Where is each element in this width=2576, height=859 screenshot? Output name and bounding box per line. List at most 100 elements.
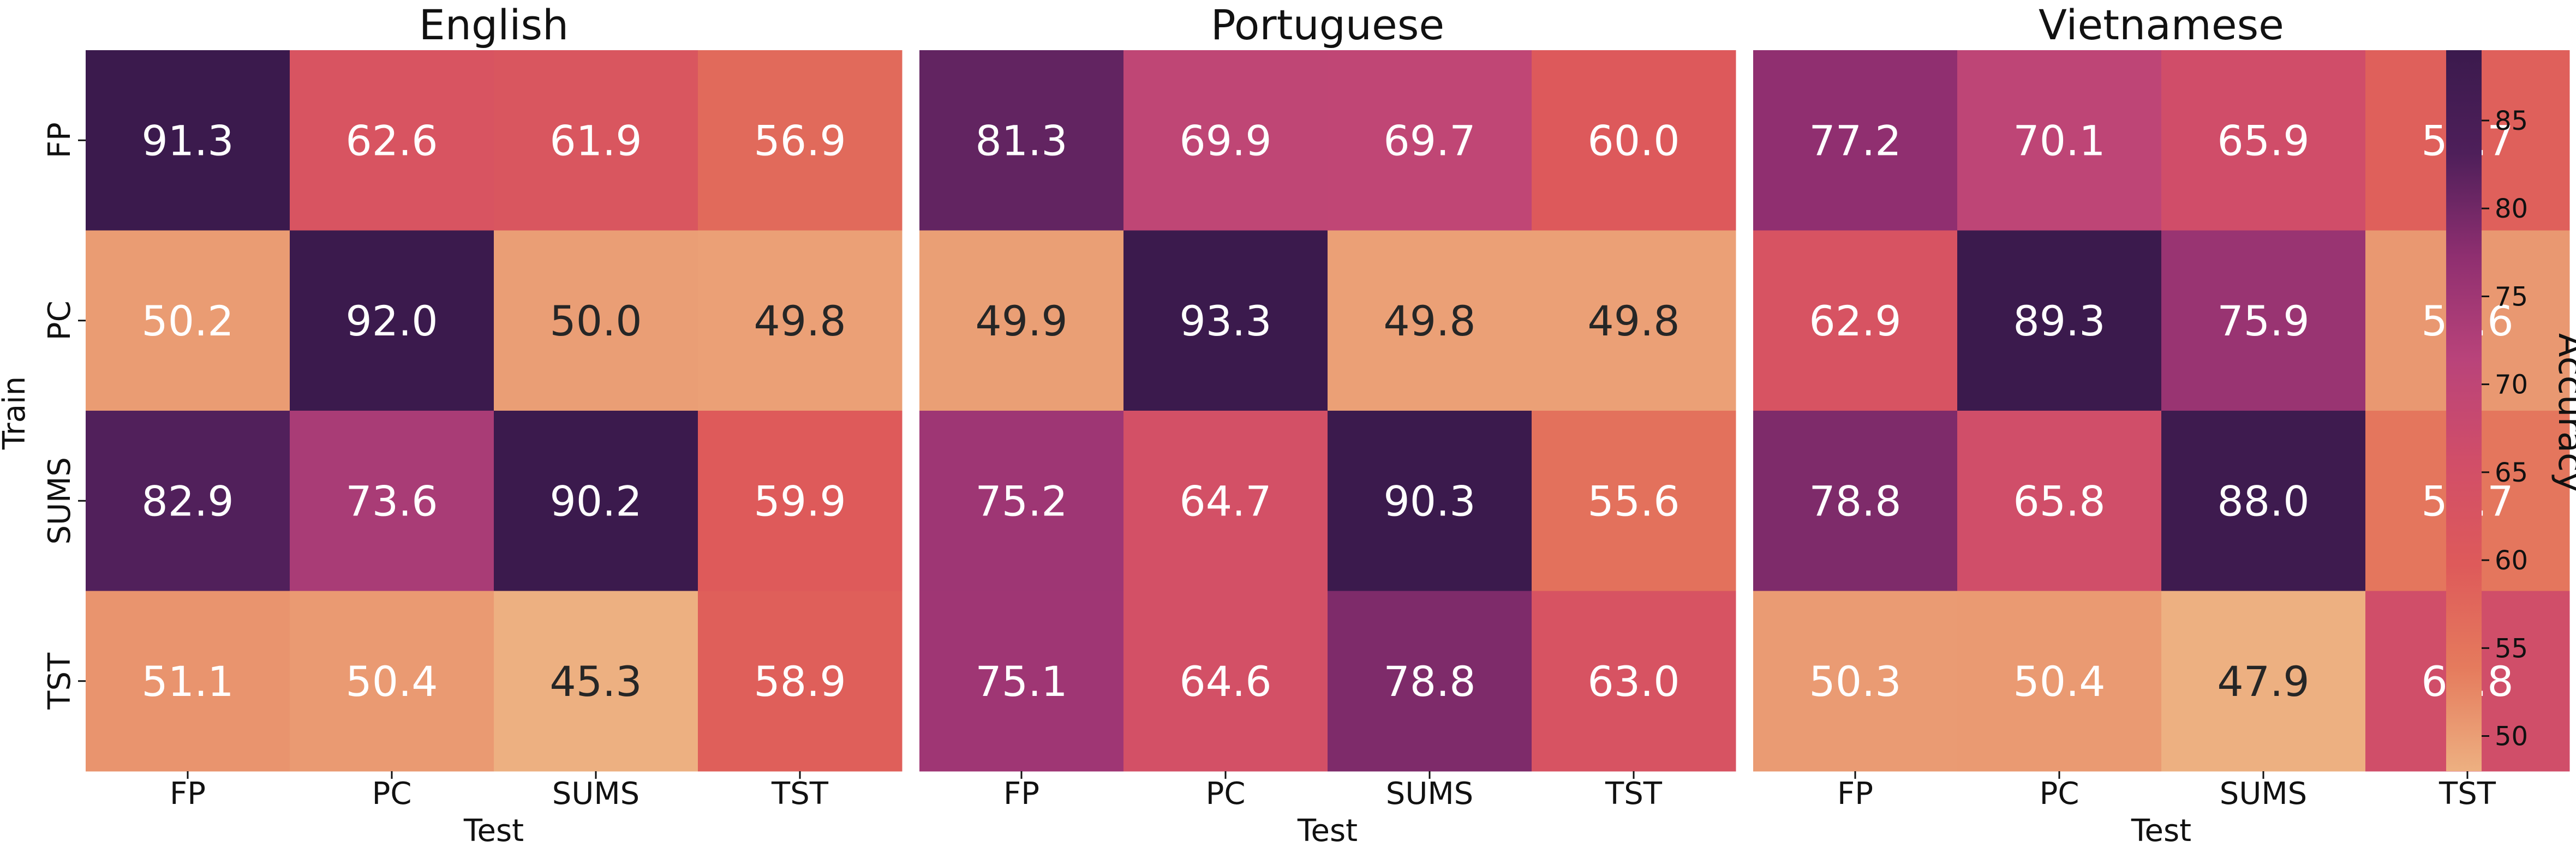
heatmap-cell [919,50,1124,231]
x-tick-label: TST [1605,776,1663,812]
cell-value-label: 59.9 [754,477,846,525]
cell-value-label: 89.3 [2013,297,2105,345]
x-axis-label: Test [1297,813,1358,849]
x-tick-label: SUMS [2220,776,2307,812]
x-tick-label: PC [2040,776,2079,812]
cell-value-label: 92.0 [345,297,438,345]
y-tick-label: TST [42,652,77,710]
heatmap-panels: English 91.3 62.6 61.9 56.9 50.2 92.0 50.0 49.8 8… [86,1,2570,849]
x-tick-label: TST [2438,776,2496,812]
colorbar-tick-label: 75 [2495,281,2528,312]
cell-value-label: 65.8 [2013,477,2105,525]
colorbar-ticks: 50 55 60 65 70 75 80 85 [2482,106,2528,752]
colorbar-tick-label: 55 [2495,633,2528,664]
heatmap-cell [1123,230,1328,411]
cell-value-label: 47.9 [2217,657,2309,706]
heatmap-cell [698,50,903,231]
colorbar-tick-label: 65 [2495,458,2528,488]
cell-value-label: 81.3 [975,116,1067,165]
colorbar: 50 55 60 65 70 75 80 85 Accuracy [2446,50,2576,771]
y-axis: Train FP PC SUMS TST [0,122,86,710]
heatmap-cell [1957,50,2162,231]
heatmap-cell [1532,50,1736,231]
heatmap-cell [494,411,698,591]
colorbar-tick-label: 85 [2495,106,2528,136]
cell-value-label: 91.3 [141,116,234,165]
x-tick-label: PC [372,776,412,812]
cell-value-label: 64.6 [1179,657,1271,706]
heatmap-cell [290,591,494,772]
cell-value-label: 50.4 [2013,657,2105,706]
y-tick-label: FP [42,122,77,158]
heatmap-cell [86,50,290,231]
heatmap-panel-english: English 91.3 62.6 61.9 56.9 50.2 92.0 50.0 49.8 8… [86,1,903,849]
x-tick-label: PC [1206,776,1246,812]
cell-value-label: 69.9 [1179,116,1271,165]
cell-value-label: 90.3 [1383,477,1475,525]
heatmap-cell [1328,411,1532,591]
heatmap-cell [1328,230,1532,411]
heatmap-cell [290,230,494,411]
heatmap-cell [698,591,903,772]
heatmap-cell [1328,591,1532,772]
heatmap-cell [290,411,494,591]
heatmap-cell [1123,591,1328,772]
cell-value-label: 64.7 [1179,477,1271,525]
x-tick-label: FP [1837,776,1873,812]
cell-value-label: 50.2 [141,297,234,345]
cell-value-label: 75.2 [975,477,1067,525]
cell-value-label: 77.2 [1809,116,1901,165]
cell-value-label: 50.3 [1809,657,1901,706]
x-axis-label: Test [2131,813,2191,849]
cell-value-label: 88.0 [2217,477,2309,525]
cell-value-label: 50.4 [345,657,438,706]
cell-value-label: 93.3 [1179,297,1271,345]
heatmap-cell [1328,50,1532,231]
heatmap-cell [86,411,290,591]
heatmap-cell [1957,230,2162,411]
colorbar-tick-label: 60 [2495,545,2528,576]
heatmap-cell [1532,230,1736,411]
cell-value-label: 56.9 [754,116,846,165]
heatmap-cell [1753,411,1958,591]
cell-value-label: 73.6 [345,477,438,525]
heatmap-cell [494,591,698,772]
cell-value-label: 70.1 [2013,116,2105,165]
heatmap-cell [698,411,903,591]
x-axis-label: Test [463,813,524,849]
cell-value-label: 75.1 [975,657,1067,706]
heatmap-cell [1957,591,2162,772]
heatmap-cell [494,50,698,231]
heatmap-cell [290,50,494,231]
x-tick-label: FP [170,776,206,812]
colorbar-tick-label: 80 [2495,194,2528,224]
y-tick-label: PC [42,301,77,340]
cell-value-label: 49.8 [1587,297,1680,345]
cell-value-label: 58.9 [754,657,846,706]
heatmap-cell [1753,50,1958,231]
cell-value-label: 49.8 [754,297,846,345]
x-tick-label: TST [771,776,829,812]
cell-value-label: 55.6 [1587,477,1680,525]
heatmap-cell [86,591,290,772]
heatmap-cell [1753,591,1958,772]
cell-value-label: 49.9 [975,297,1067,345]
heatmap-cell [2161,50,2366,231]
x-tick-label: FP [1003,776,1039,812]
cell-value-label: 61.9 [549,116,642,165]
cell-value-label: 62.6 [345,116,438,165]
y-axis-label: Train [0,376,32,450]
heatmap-cell [86,230,290,411]
heatmap-cell [1753,230,1958,411]
cell-value-label: 78.8 [1383,657,1475,706]
heatmap-cell [1532,411,1736,591]
x-tick-label: SUMS [1386,776,1473,812]
heatmap-panel-portuguese: Portuguese 81.3 69.9 69.7 60.0 49.9 93.3 49.8 49… [919,1,1736,849]
cell-value-label: 75.9 [2217,297,2309,345]
heatmap-cell [1123,50,1328,231]
heatmap-cell [919,230,1124,411]
cell-value-label: 51.1 [141,657,234,706]
cell-value-label: 63.0 [1587,657,1680,706]
cell-value-label: 82.9 [141,477,234,525]
